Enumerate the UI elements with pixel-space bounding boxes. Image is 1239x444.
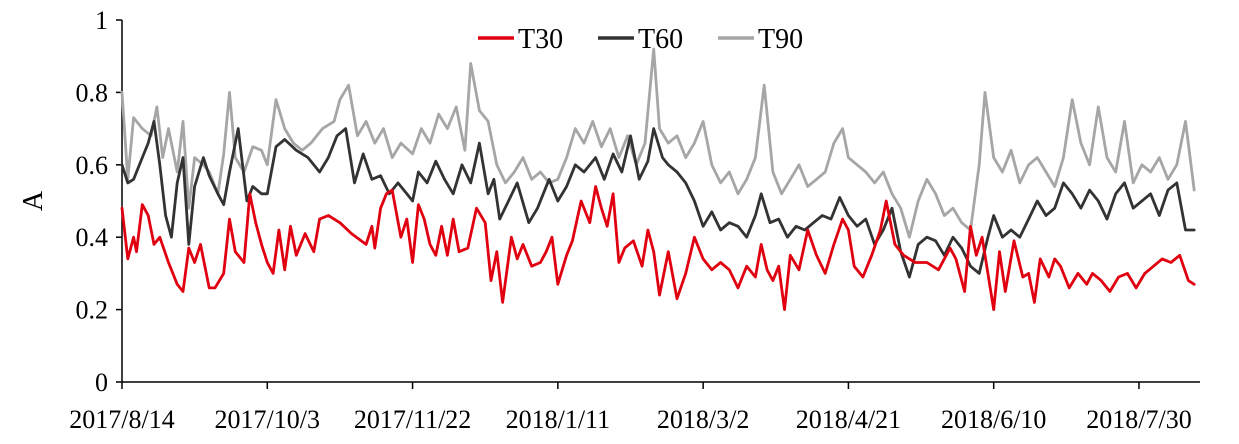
series-layer (120, 47, 1196, 311)
legend-label-t30: T30 (518, 24, 563, 55)
y-tick-label: 0.8 (76, 78, 109, 107)
x-tick-label: 2017/10/3 (215, 405, 320, 434)
legend-label-t90: T90 (758, 24, 803, 55)
x-tick-label: 2018/6/10 (941, 405, 1046, 434)
x-tick-label: 2017/11/22 (354, 405, 471, 434)
y-tick-label: 1 (95, 6, 108, 35)
y-tick-label: 0.2 (76, 296, 109, 325)
series-line-t30 (120, 185, 1196, 311)
x-tick-label: 2018/3/2 (657, 405, 749, 434)
x-tick-label: 2018/4/21 (796, 405, 901, 434)
series-line-t60 (120, 120, 1196, 279)
y-axis-label: A (18, 190, 49, 211)
axes: 0 0.2 0.4 0.6 0.8 1 2017/8/14 2017/10/3 2017/11/… (69, 6, 1200, 434)
x-tick-label: 2017/8/14 (69, 405, 174, 434)
legend-label-t60: T60 (638, 24, 683, 55)
y-tick-label: 0 (95, 368, 108, 397)
legend: T30 T60 T90 (478, 24, 803, 55)
y-tick-label: 0.4 (76, 223, 109, 252)
series-line-t90 (120, 47, 1196, 239)
x-tick-label: 2018/1/11 (506, 405, 610, 434)
y-tick-label: 0.6 (76, 151, 109, 180)
x-tick-label: 2018/7/30 (1086, 405, 1191, 434)
